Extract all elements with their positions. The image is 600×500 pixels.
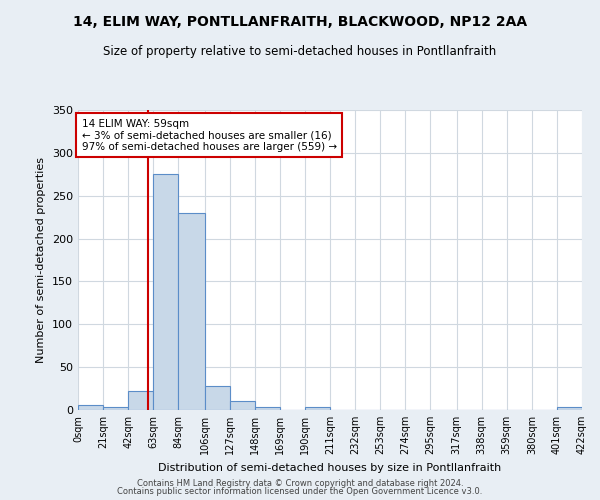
Bar [205,386,230,410]
Text: 14 ELIM WAY: 59sqm
← 3% of semi-detached houses are smaller (16)
97% of semi-det: 14 ELIM WAY: 59sqm ← 3% of semi-detached… [82,118,337,152]
Bar [153,174,178,410]
Bar [128,391,153,410]
Bar [103,406,128,410]
Bar [255,408,280,410]
Bar [305,408,330,410]
Text: Contains HM Land Registry data © Crown copyright and database right 2024.: Contains HM Land Registry data © Crown c… [137,478,463,488]
Y-axis label: Number of semi-detached properties: Number of semi-detached properties [37,157,46,363]
X-axis label: Distribution of semi-detached houses by size in Pontllanfraith: Distribution of semi-detached houses by … [158,462,502,472]
Bar [178,213,205,410]
Bar [557,408,582,410]
Text: Size of property relative to semi-detached houses in Pontllanfraith: Size of property relative to semi-detach… [103,45,497,58]
Text: 14, ELIM WAY, PONTLLANFRAITH, BLACKWOOD, NP12 2AA: 14, ELIM WAY, PONTLLANFRAITH, BLACKWOOD,… [73,15,527,29]
Text: Contains public sector information licensed under the Open Government Licence v3: Contains public sector information licen… [118,487,482,496]
Bar [78,405,103,410]
Bar [230,402,255,410]
